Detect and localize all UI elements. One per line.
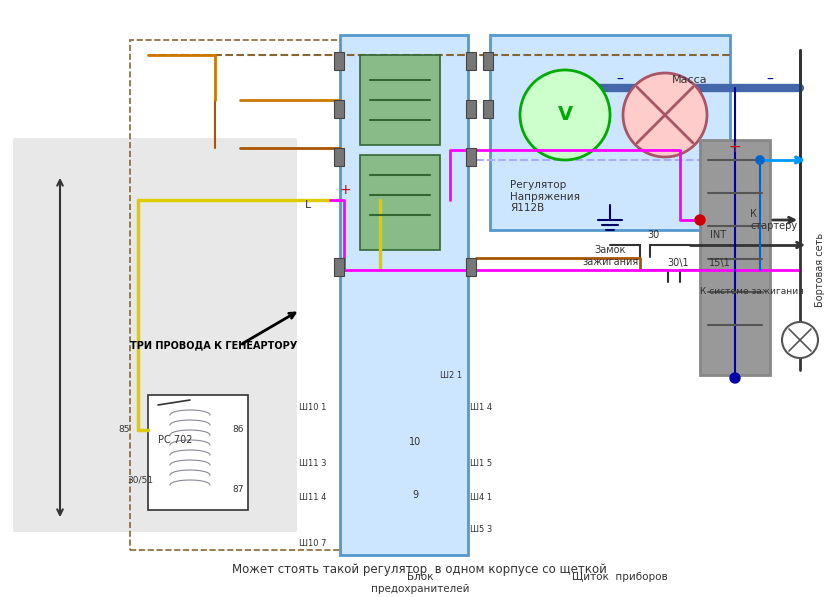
Text: Ш1 5: Ш1 5 bbox=[470, 460, 492, 469]
Circle shape bbox=[730, 373, 740, 383]
Bar bbox=[360, 155, 440, 250]
Text: 10: 10 bbox=[409, 437, 422, 447]
Text: 30: 30 bbox=[647, 230, 660, 240]
Text: 30\1: 30\1 bbox=[667, 258, 689, 268]
Text: 9: 9 bbox=[412, 490, 418, 500]
Text: L: L bbox=[305, 200, 311, 210]
Bar bbox=[483, 52, 493, 70]
Text: 15\1: 15\1 bbox=[709, 258, 731, 268]
Text: Ш2 1: Ш2 1 bbox=[440, 371, 462, 380]
Bar bbox=[483, 100, 493, 118]
Text: 86: 86 bbox=[232, 426, 244, 435]
Text: Масса: Масса bbox=[672, 75, 708, 85]
Text: Ш1 4: Ш1 4 bbox=[470, 404, 492, 413]
Bar bbox=[466, 148, 476, 166]
Bar bbox=[334, 258, 344, 276]
Text: +: + bbox=[728, 140, 742, 155]
Text: К
стартеру: К стартеру bbox=[750, 209, 797, 231]
Text: Щиток  приборов: Щиток приборов bbox=[572, 572, 668, 582]
Text: Ш11 3: Ш11 3 bbox=[298, 460, 326, 469]
Text: Может стоять такой регулятор  в одном корпусе со щеткой: Может стоять такой регулятор в одном кор… bbox=[231, 564, 607, 577]
Bar bbox=[466, 52, 476, 70]
Text: Ш4 1: Ш4 1 bbox=[470, 493, 492, 501]
Text: Бортовая сеть: Бортовая сеть bbox=[815, 233, 825, 307]
Text: –: – bbox=[767, 73, 773, 87]
Circle shape bbox=[756, 156, 764, 164]
Circle shape bbox=[756, 156, 764, 164]
Circle shape bbox=[782, 322, 818, 358]
Bar bbox=[466, 258, 476, 276]
Text: 87: 87 bbox=[232, 485, 244, 494]
Bar bbox=[334, 148, 344, 166]
Bar bbox=[466, 100, 476, 118]
Text: 85: 85 bbox=[118, 426, 130, 435]
Circle shape bbox=[623, 73, 707, 157]
Text: Ш5 3: Ш5 3 bbox=[470, 525, 492, 534]
Bar bbox=[130, 40, 460, 550]
Circle shape bbox=[520, 70, 610, 160]
Bar bbox=[360, 55, 440, 145]
Text: Замок
зажигания: Замок зажигания bbox=[582, 245, 638, 267]
Bar bbox=[148, 395, 248, 510]
Bar bbox=[490, 35, 730, 230]
Text: 30/51: 30/51 bbox=[127, 475, 153, 485]
Text: РС 702: РС 702 bbox=[158, 435, 192, 445]
Text: ТРИ ПРОВОДА К ГЕНЕАРТОРУ: ТРИ ПРОВОДА К ГЕНЕАРТОРУ bbox=[130, 340, 297, 350]
Text: Блок
предохранителей: Блок предохранителей bbox=[370, 572, 469, 593]
Text: Ш11 4: Ш11 4 bbox=[298, 493, 326, 501]
Text: +: + bbox=[339, 183, 351, 197]
Text: –: – bbox=[617, 73, 623, 87]
Bar bbox=[700, 140, 770, 375]
Text: Регулятор
Напряжения
Я112В: Регулятор Напряжения Я112В bbox=[510, 180, 580, 213]
Circle shape bbox=[695, 215, 705, 225]
Text: Ш10 7: Ш10 7 bbox=[298, 538, 326, 547]
Text: Ш10 1: Ш10 1 bbox=[298, 404, 326, 413]
FancyBboxPatch shape bbox=[13, 138, 297, 532]
Text: INT: INT bbox=[710, 230, 726, 240]
Text: К системе зажигания: К системе зажигания bbox=[700, 288, 804, 297]
Bar bbox=[334, 52, 344, 70]
Bar bbox=[334, 100, 344, 118]
Bar bbox=[340, 35, 468, 555]
Text: V: V bbox=[557, 106, 572, 125]
